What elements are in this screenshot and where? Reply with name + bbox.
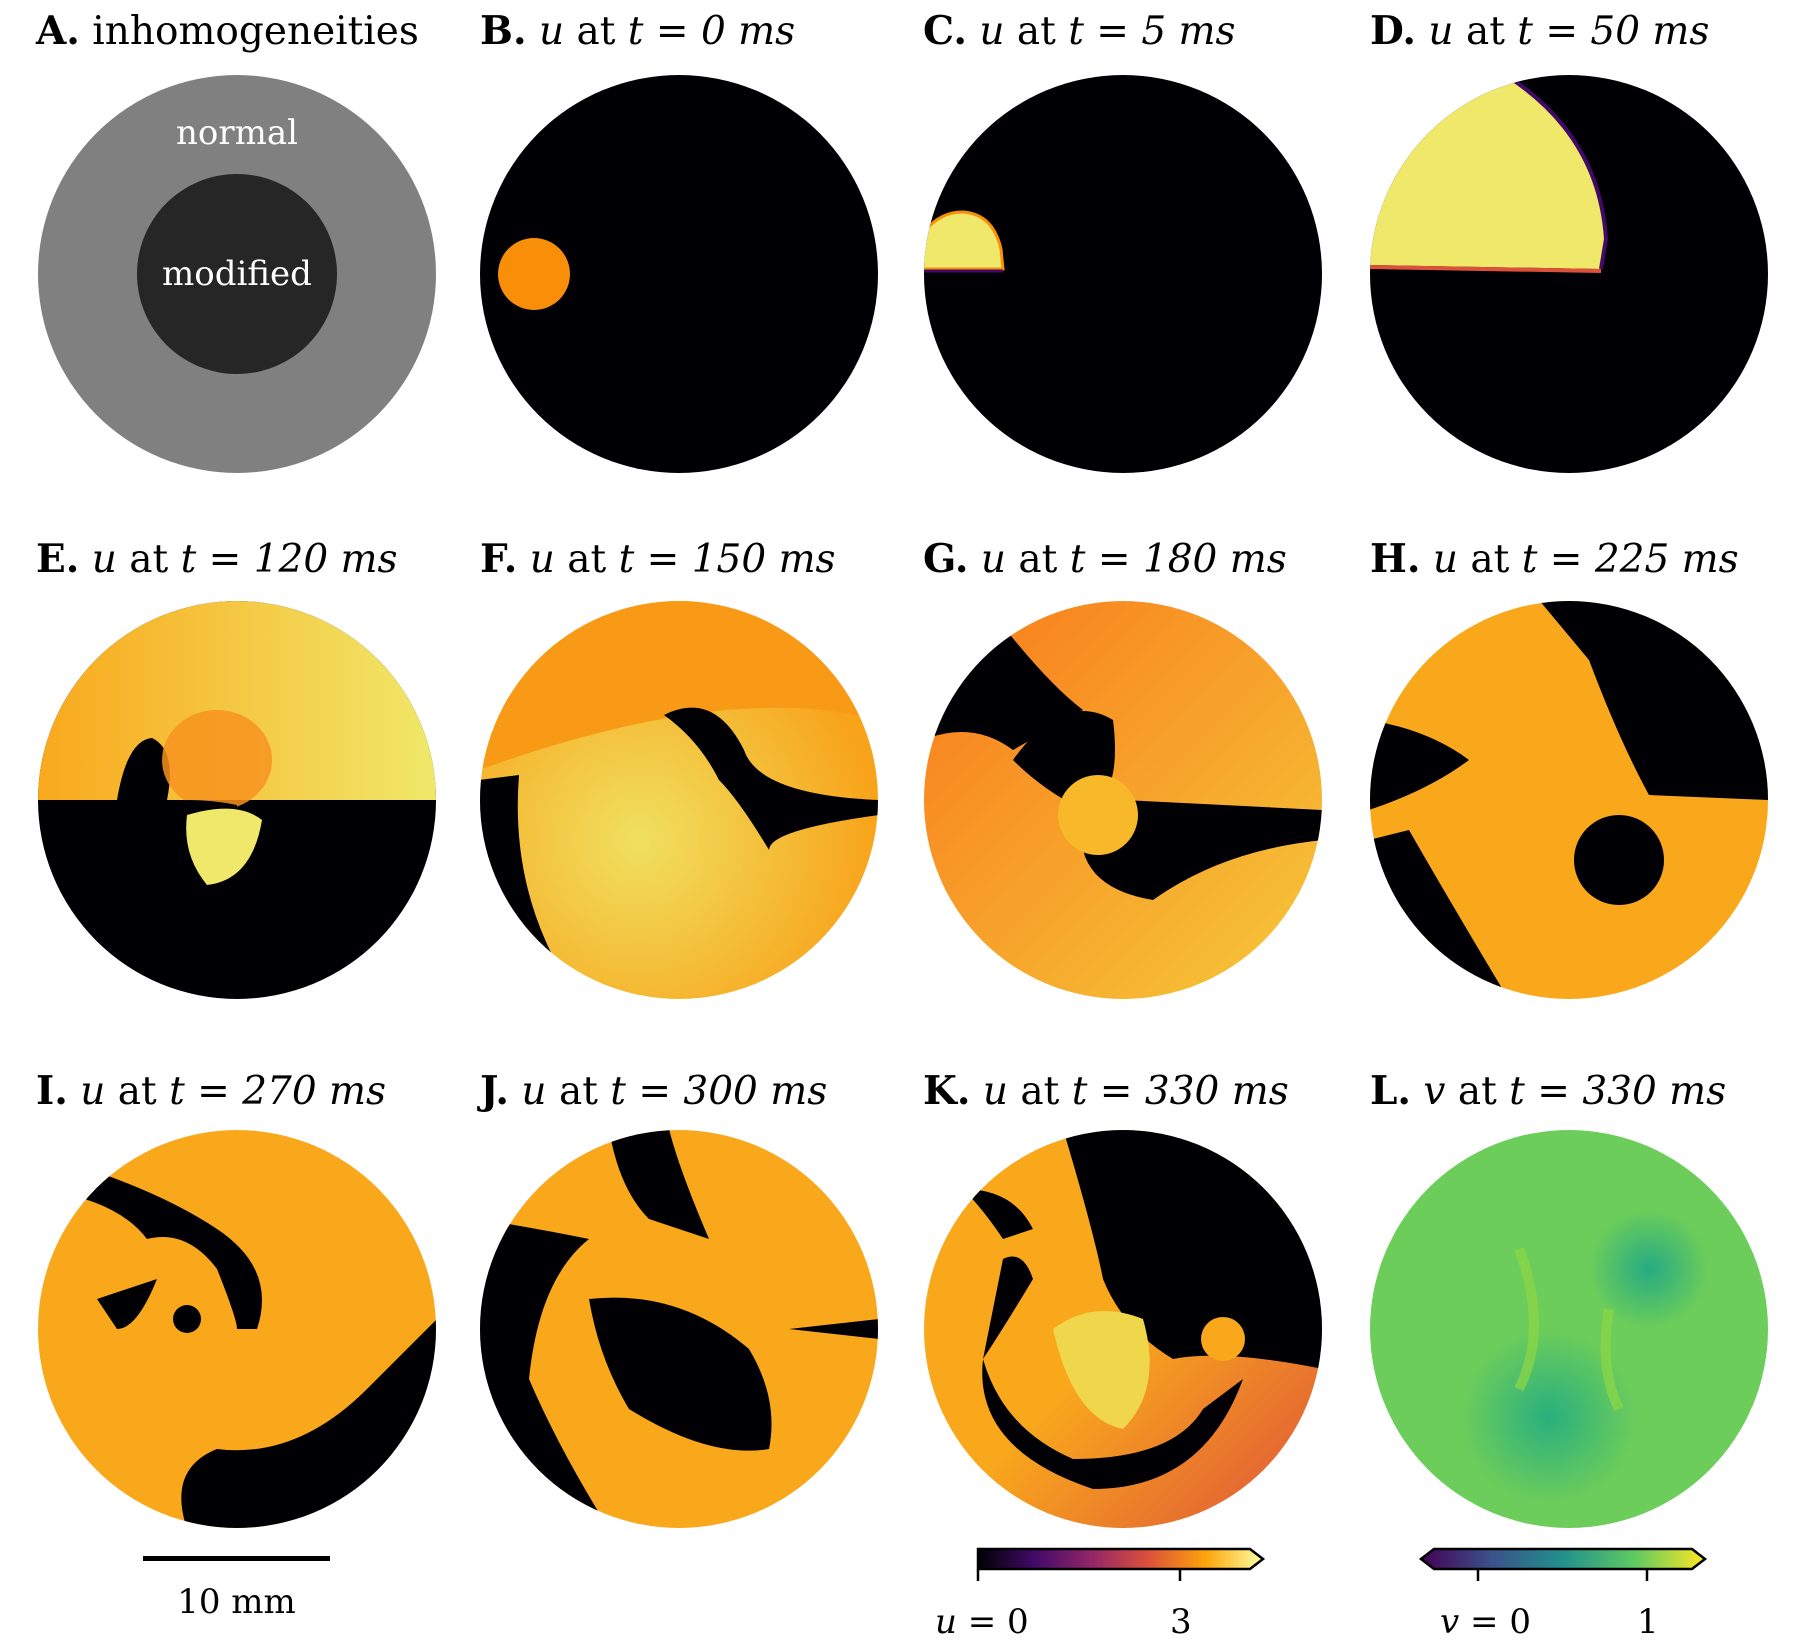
panel-letter: F.: [480, 536, 518, 582]
panel-e-field: [38, 601, 436, 999]
panel-b-field: [480, 75, 878, 473]
panel-letter: A.: [36, 8, 80, 54]
panel-c-field: [924, 75, 1322, 473]
time-value: t = 180 ms: [1069, 537, 1287, 582]
panel-letter: D.: [1370, 8, 1417, 54]
panel-caption: at: [546, 1069, 611, 1114]
panel-caption: at: [1008, 1069, 1072, 1114]
normal-label: normal: [176, 113, 298, 153]
modified-region: [137, 174, 337, 374]
panel-letter: E.: [36, 536, 80, 582]
modified-label: modified: [162, 254, 312, 294]
panel-l-field: [1370, 1130, 1768, 1528]
panel-title-j: J. u at t = 300 ms: [480, 1069, 828, 1114]
panel-letter: K.: [923, 1068, 971, 1114]
panel-d-field: [1370, 75, 1768, 473]
colorbar-v-label-0: v = 0: [1440, 1602, 1531, 1642]
panel-caption: at: [116, 537, 181, 582]
time-value: t = 50 ms: [1517, 9, 1710, 54]
colorbar-u-tick-0: = 0: [967, 1602, 1029, 1642]
panel-title-l: L. v at t = 330 ms: [1370, 1069, 1727, 1114]
panel-f-field: [480, 601, 878, 999]
panel-title-c: C. u at t = 5 ms: [923, 9, 1236, 54]
panel-letter: B.: [480, 8, 527, 54]
panel-j-field: [480, 1130, 878, 1528]
panel-title-h: H. u at t = 225 ms: [1370, 537, 1739, 582]
panel-title-f: F. u at t = 150 ms: [480, 537, 836, 582]
panel-i-field: [38, 1130, 436, 1528]
colorbar-v: [1418, 1547, 1708, 1581]
panel-caption: at: [1453, 9, 1518, 54]
colorbar-v-label-1: 1: [1637, 1602, 1659, 1642]
panel-title-g: G. u at t = 180 ms: [923, 537, 1287, 582]
time-value: t = 330 ms: [1071, 1069, 1289, 1114]
panel-caption: at: [564, 9, 628, 54]
variable-symbol: u: [979, 9, 1005, 54]
panel-caption: at: [1457, 537, 1522, 582]
panel-letter: C.: [923, 8, 967, 54]
panel-caption: at: [1006, 537, 1070, 582]
variable-symbol: u: [1428, 9, 1454, 54]
variable-symbol: u: [529, 537, 555, 582]
panel-letter: H.: [1370, 536, 1421, 582]
variable-symbol: u: [1432, 537, 1458, 582]
panel-title-i: I. u at t = 270 ms: [36, 1069, 387, 1114]
time-value: t = 5 ms: [1068, 9, 1236, 54]
colorbar-u-label-0: u = 0: [935, 1602, 1029, 1642]
colorbar-u: [976, 1547, 1266, 1581]
variable-symbol: u: [980, 537, 1007, 582]
time-value: t = 300 ms: [610, 1069, 828, 1114]
time-value: t = 120 ms: [180, 537, 398, 582]
panel-title-b: B. u at t = 0 ms: [480, 9, 796, 54]
panel-a-inhomogeneity-map: normal modified: [38, 75, 436, 473]
panel-letter: I.: [36, 1068, 68, 1114]
variable-symbol: u: [91, 537, 117, 582]
panel-letter: L.: [1370, 1068, 1411, 1114]
variable-symbol: v: [1423, 1069, 1446, 1114]
colorbar-v-var: v: [1440, 1602, 1460, 1642]
colorbar-u-label-3: 3: [1170, 1602, 1192, 1642]
panel-title-k: K. u at t = 330 ms: [923, 1069, 1289, 1114]
panel-caption: at: [554, 537, 619, 582]
colorbar-v-tick-0: = 0: [1470, 1602, 1531, 1642]
panel-letter: G.: [923, 536, 969, 582]
colorbar-u-var: u: [935, 1602, 957, 1642]
panel-title-e: E. u at t = 120 ms: [36, 537, 398, 582]
time-value: t = 330 ms: [1509, 1069, 1727, 1114]
variable-symbol: u: [982, 1069, 1009, 1114]
panel-g-field: [924, 601, 1322, 999]
time-value: t = 270 ms: [169, 1069, 387, 1114]
scale-bar-label: 10 mm: [177, 1582, 296, 1622]
variable-symbol: u: [538, 9, 565, 54]
panel-caption: inhomogeneities: [92, 9, 419, 54]
panel-k-field: [924, 1130, 1322, 1528]
scale-bar: [143, 1556, 330, 1561]
panel-caption: at: [1004, 9, 1069, 54]
panel-h-field: [1370, 601, 1768, 999]
variable-symbol: u: [80, 1069, 106, 1114]
time-value: t = 0 ms: [627, 9, 796, 54]
time-value: t = 225 ms: [1521, 537, 1739, 582]
variable-symbol: u: [521, 1069, 547, 1114]
panel-caption: at: [1445, 1069, 1510, 1114]
panel-letter: J.: [480, 1068, 510, 1114]
panel-title-d: D. u at t = 50 ms: [1370, 9, 1710, 54]
panel-caption: at: [105, 1069, 170, 1114]
stimulus-spot: [498, 238, 570, 310]
time-value: t = 150 ms: [618, 537, 836, 582]
panel-title-a: A. inhomogeneities: [36, 9, 419, 54]
